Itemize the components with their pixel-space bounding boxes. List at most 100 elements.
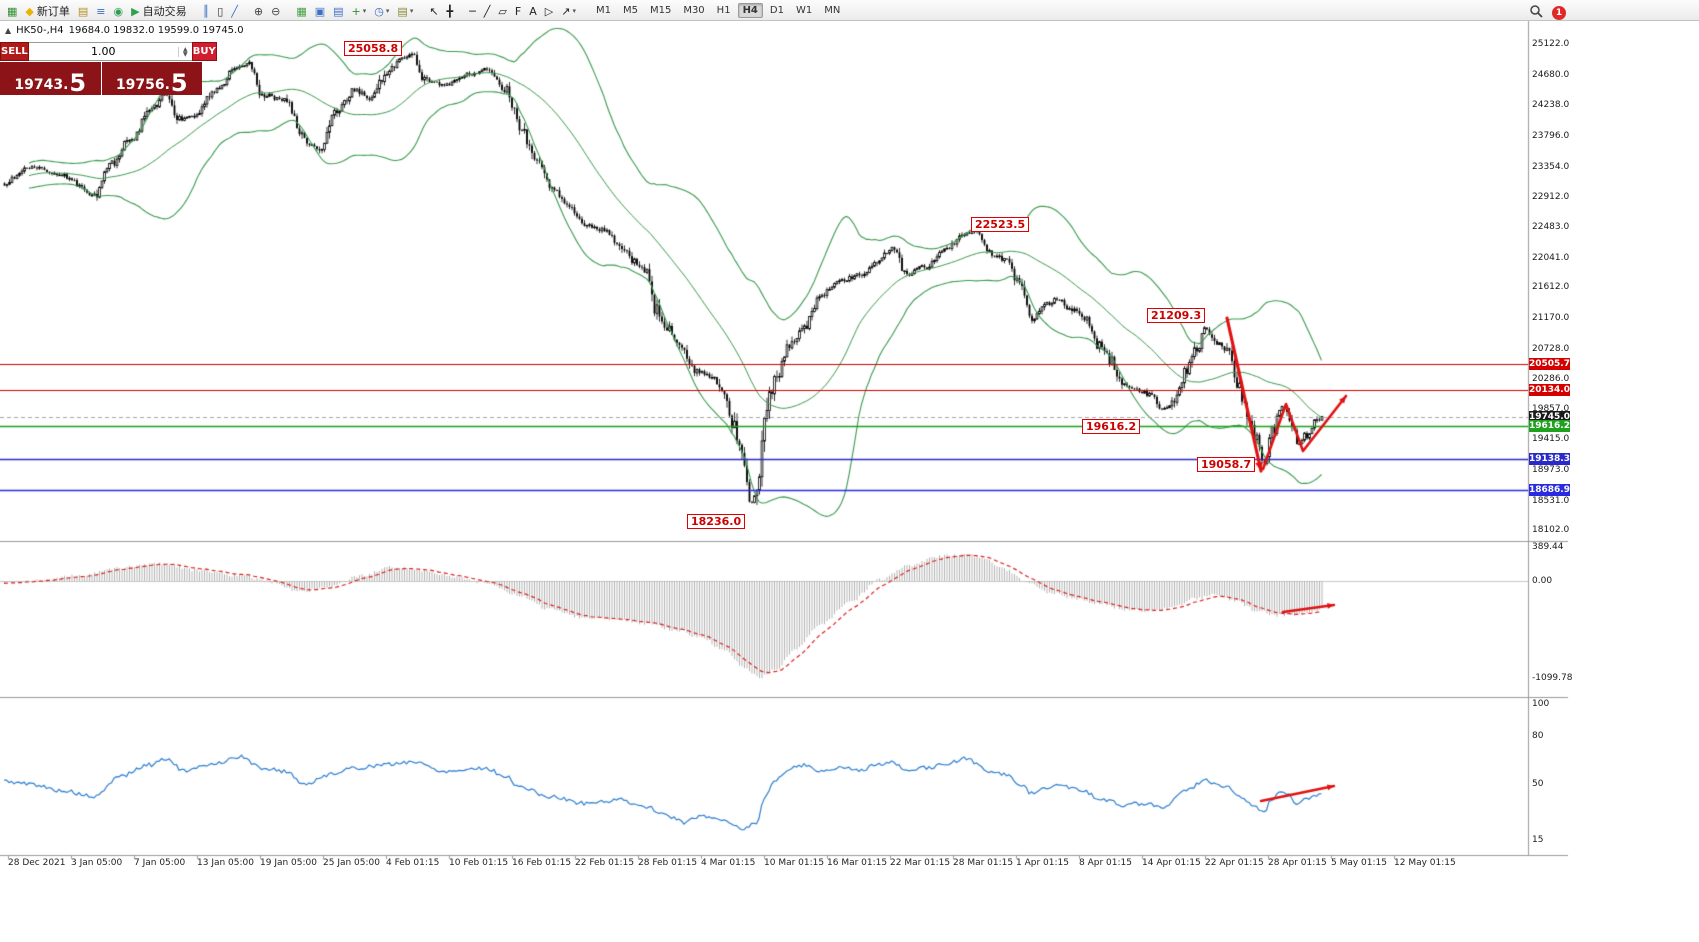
zoom-in-button[interactable]: ⊕ — [251, 2, 266, 20]
new-order-button-label: 新订单 — [36, 5, 70, 19]
templates-icon: ▤ — [397, 4, 408, 18]
timeframe-mn[interactable]: MN — [824, 4, 841, 16]
crosshair-button[interactable]: ╋ — [444, 2, 457, 20]
search-icon[interactable] — [1529, 3, 1543, 22]
price-annotation-label[interactable]: 21209.3 — [1147, 308, 1206, 324]
zoom-out-icon: ⊖ — [271, 4, 281, 18]
horizontal-line-button[interactable]: ─ — [466, 2, 479, 20]
timeframe-h4[interactable]: H4 — [737, 2, 763, 18]
market-watch-icon: ≡ — [96, 4, 106, 18]
profiles-button[interactable]: ▤ — [75, 2, 91, 20]
autotrading-icon: ▶ — [131, 4, 140, 18]
price-annotation-label[interactable]: 19616.2 — [1082, 418, 1141, 434]
trendline-button[interactable]: ╱ — [481, 2, 494, 20]
cascade-windows-button[interactable]: ▣ — [312, 2, 328, 20]
trendline-icon: ╱ — [483, 4, 491, 18]
profiles-icon: ▤ — [77, 4, 89, 18]
candlestick-chart-button[interactable]: ▯ — [214, 2, 226, 20]
text-label-button[interactable]: ▷ — [542, 2, 556, 20]
sell-button[interactable]: SELL — [0, 42, 29, 61]
top-toolbar: ▦ ◆ 新订单 ▤ ≡ ◉ ▶ 自动交易 ║ ▯ ╱ ⊕ ⊖ ▦ ▣ ▤ + ▾ ◷ ▾ ▤ ▾ ↖ ╋ ─ ╱ ▱ F A ▷ ↗ ▾ M1… — [0, 0, 1699, 21]
trade-panel-controls: SELL ▲ ▼ BUY — [0, 42, 217, 61]
dropdown-caret-icon[interactable]: ▾ — [572, 7, 576, 16]
sell-price-big-digit: 5 — [69, 68, 87, 97]
price-annotation-label[interactable]: 19058.7 — [1197, 457, 1256, 473]
text-button[interactable]: A — [526, 2, 540, 20]
text-label-icon: ▷ — [544, 4, 554, 18]
shapes-button[interactable]: ↗ ▾ — [558, 2, 579, 20]
notification-badge[interactable]: 1 — [1552, 5, 1566, 20]
symbol-header: ▲ HK50-,H4 19684.0 19832.0 19599.0 19745… — [5, 25, 244, 36]
tile-windows-icon: ▤ — [333, 4, 344, 18]
buy-price-main: 19756. — [115, 77, 170, 93]
autotrading-button-label: 自动交易 — [142, 5, 187, 19]
timeframe-m30[interactable]: M30 — [683, 4, 705, 16]
buy-price-big-digit: 5 — [170, 68, 188, 97]
dropdown-caret-icon[interactable]: ▾ — [362, 7, 367, 16]
horizontal-line-icon: ─ — [469, 4, 476, 18]
periods-icon: ◷ — [374, 4, 384, 18]
text-icon: A — [529, 4, 537, 18]
toolbar-items: ▦ ◆ 新订单 ▤ ≡ ◉ ▶ 自动交易 ║ ▯ ╱ ⊕ ⊖ ▦ ▣ ▤ + ▾ ◷ ▾ ▤ ▾ ↖ ╋ ─ ╱ ▱ F A ▷ ↗ ▾ — [3, 0, 580, 20]
dropdown-caret-icon[interactable]: ▾ — [385, 7, 390, 16]
indicators-icon: + — [351, 4, 361, 18]
zoom-out-button[interactable]: ⊖ — [268, 2, 283, 20]
buy-button[interactable]: BUY — [191, 42, 217, 61]
cursor-button[interactable]: ↖ — [426, 2, 441, 20]
new-order-icon: ◆ — [25, 4, 34, 18]
sell-price-main: 19743. — [14, 77, 69, 93]
line-chart-button[interactable]: ╱ — [228, 2, 241, 20]
data-window-button[interactable]: ◉ — [111, 2, 127, 20]
candlestick-chart-icon: ▯ — [217, 4, 224, 18]
price-annotation-label[interactable]: 22523.5 — [971, 217, 1030, 233]
indicators-button[interactable]: + ▾ — [349, 2, 370, 20]
new-chart-icon: ▦ — [7, 4, 18, 18]
dropdown-caret-icon[interactable]: ▾ — [409, 7, 414, 16]
volume-input[interactable] — [28, 44, 178, 59]
timeframe-h1[interactable]: H1 — [716, 4, 731, 16]
templates-button[interactable]: ▤ ▾ — [394, 2, 416, 20]
timeframe-w1[interactable]: W1 — [795, 4, 813, 16]
timeframe-m5[interactable]: M5 — [622, 4, 638, 16]
tile-windows-button[interactable]: ▤ — [330, 2, 346, 20]
new-order-button[interactable]: ◆ 新订单 — [22, 2, 72, 20]
fibonacci-button[interactable]: F — [512, 2, 524, 20]
trade-panel-prices: 19743. 5 19756. 5 — [0, 62, 202, 95]
price-annotation-label[interactable]: 18236.0 — [687, 514, 746, 530]
timeframe-d1[interactable]: D1 — [769, 4, 784, 16]
volume-spinner[interactable]: ▲ ▼ — [177, 45, 192, 58]
bar-chart-icon: ║ — [202, 4, 210, 18]
one-click-trading-panel: SELL ▲ ▼ BUY 19743. 5 19756. 5 — [0, 42, 217, 95]
zoom-in-icon: ⊕ — [253, 4, 264, 18]
volume-field[interactable]: ▲ ▼ — [28, 42, 192, 61]
toolbar-right: 1 — [1529, 3, 1566, 22]
sell-price[interactable]: 19743. 5 — [0, 62, 101, 95]
fibonacci-icon: F — [514, 4, 522, 18]
bar-chart-button[interactable]: ║ — [200, 2, 213, 20]
shapes-icon: ↗ — [561, 4, 571, 18]
channel-button[interactable]: ▱ — [495, 2, 509, 20]
grid-button[interactable]: ▦ — [293, 2, 309, 20]
volume-down-icon[interactable]: ▼ — [182, 50, 188, 58]
autotrading-button[interactable]: ▶ 自动交易 — [128, 2, 189, 20]
oneclick-toggle-icon[interactable]: ▲ — [5, 26, 12, 35]
cascade-windows-icon: ▣ — [314, 4, 326, 18]
timeframe-bar: M1 M5 M15 M30 H1 H4 D1 W1 MN — [590, 2, 846, 18]
periods-button[interactable]: ◷ ▾ — [371, 2, 392, 20]
cursor-icon: ↖ — [429, 4, 439, 18]
crosshair-icon: ╋ — [446, 4, 454, 18]
symbol-ohlc-values: 19684.0 19832.0 19599.0 19745.0 — [68, 25, 244, 36]
buy-price[interactable]: 19756. 5 — [101, 62, 202, 97]
line-chart-icon: ╱ — [231, 4, 238, 18]
data-window-icon: ◉ — [113, 4, 124, 18]
volume-up-icon[interactable]: ▲ — [182, 45, 188, 53]
timeframe-m1[interactable]: M1 — [595, 4, 611, 16]
symbol-title: HK50-,H4 — [16, 25, 64, 36]
new-chart-button[interactable]: ▦ — [4, 2, 20, 20]
market-watch-button[interactable]: ≡ — [93, 2, 108, 20]
channel-icon: ▱ — [498, 4, 507, 18]
price-annotation-label[interactable]: 25058.8 — [344, 41, 403, 57]
grid-icon: ▦ — [296, 4, 307, 18]
timeframe-m15[interactable]: M15 — [649, 4, 672, 16]
